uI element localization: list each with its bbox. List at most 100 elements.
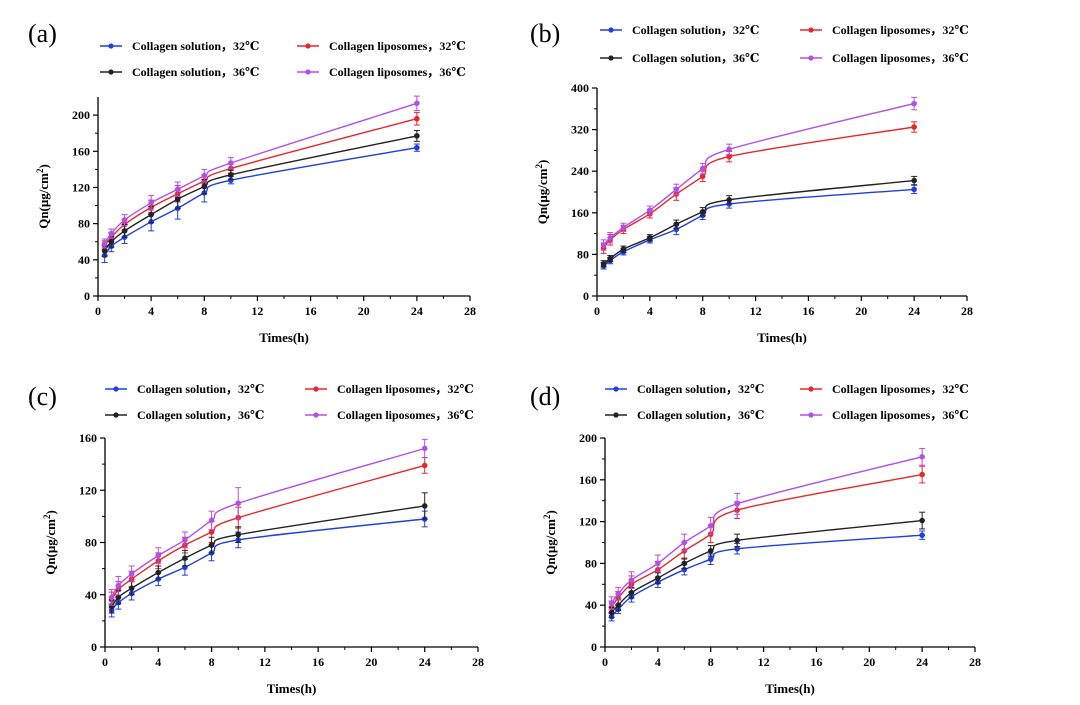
- series-line-sol32: [611, 534, 923, 618]
- data-point: [734, 545, 740, 552]
- data-point: [911, 124, 917, 130]
- series-sol36: [108, 492, 428, 614]
- x-tick-label: 8: [209, 655, 215, 669]
- data-point: [608, 609, 615, 616]
- y-axis-label-end: ): [36, 164, 51, 168]
- x-tick-label: 8: [700, 304, 706, 318]
- series-sol32: [108, 510, 428, 618]
- y-axis-label-end: ): [543, 510, 558, 514]
- chart-panel-3: (d) 0 4 8 12 16 20 24 28 0 40 80 120 160 200 Times(h) Qn…: [530, 382, 981, 696]
- legend-marker-3-3: [808, 412, 814, 418]
- legend-label-2-0: Collagen solution，32℃: [137, 382, 264, 396]
- data-point: [681, 560, 688, 567]
- y-tick-label: 320: [571, 123, 589, 137]
- y-tick-label: 40: [78, 253, 90, 267]
- data-point: [121, 217, 128, 223]
- data-point: [155, 552, 162, 559]
- y-tick-label: 0: [583, 289, 589, 303]
- y-tick-label: 160: [571, 206, 589, 220]
- y-tick-label: 80: [577, 247, 589, 261]
- data-point: [647, 207, 653, 213]
- legend-marker-2-1: [313, 386, 319, 392]
- legend-label-0-3: Collagen liposomes，36℃: [329, 65, 466, 79]
- legend-marker-1-1: [808, 27, 814, 33]
- y-axis-label-end: ): [43, 510, 58, 514]
- y-axis-label-sup: 2: [542, 514, 552, 519]
- data-point: [235, 500, 242, 507]
- x-tick-label: 20: [358, 304, 370, 318]
- y-tick-label: 160: [72, 144, 90, 158]
- data-point: [600, 242, 607, 248]
- data-point: [699, 173, 706, 180]
- data-point: [121, 228, 128, 234]
- chart-panel-2: (c) 0 4 8 12 16 20 24 28 0 40 80 120 160 Times(h) Qn(μg…: [28, 382, 484, 696]
- series-lip32: [101, 111, 420, 251]
- x-tick-label: 16: [802, 304, 814, 318]
- x-axis-label: Times(h): [259, 330, 309, 345]
- y-tick-label: 120: [79, 483, 97, 497]
- y-axis-label: Qn(μg/cm2): [542, 510, 558, 575]
- data-point: [600, 260, 607, 267]
- x-tick-label: 28: [464, 304, 476, 318]
- data-point: [101, 247, 108, 254]
- y-tick-label: 200: [72, 108, 90, 122]
- y-tick-label: 0: [84, 289, 90, 303]
- data-point: [148, 200, 154, 206]
- legend-label-2-1: Collagen liposomes，32℃: [337, 382, 474, 396]
- legend-marker-1-2: [608, 55, 614, 61]
- y-tick-label: 200: [579, 431, 597, 445]
- series-sol36: [101, 129, 420, 257]
- data-point: [421, 503, 428, 509]
- y-tick-label: 0: [91, 640, 97, 654]
- legend-label-1-3: Collagen liposomes，36℃: [832, 51, 969, 65]
- x-tick-label: 12: [259, 655, 271, 669]
- x-tick-label: 12: [758, 655, 770, 669]
- x-tick-label: 4: [655, 655, 661, 669]
- series-sol36: [600, 175, 918, 268]
- legend-marker-2-2: [113, 412, 119, 418]
- legend: Collagen solution，32℃ Collagen liposomes，…: [605, 382, 969, 422]
- data-point: [707, 522, 714, 529]
- series-line-sol36: [104, 135, 418, 252]
- legend-marker-0-2: [108, 69, 114, 75]
- data-point: [414, 115, 420, 122]
- data-point: [101, 240, 108, 247]
- y-tick-label: 40: [85, 588, 97, 602]
- data-point: [607, 255, 614, 262]
- legend-label-0-1: Collagen liposomes，32℃: [329, 39, 466, 53]
- x-tick-label: 0: [95, 304, 101, 318]
- x-tick-label: 0: [102, 655, 108, 669]
- y-axis-label: Qn(μg/cm2): [534, 160, 550, 225]
- legend: Collagen solution，32℃ Collagen liposomes，…: [600, 23, 969, 65]
- y-tick-label: 160: [579, 473, 597, 487]
- legend-marker-1-0: [608, 27, 614, 33]
- data-point: [911, 186, 917, 193]
- legend-label-3-1: Collagen liposomes，32℃: [832, 382, 969, 396]
- data-point: [608, 600, 615, 606]
- data-point: [620, 246, 627, 252]
- data-point: [655, 560, 661, 567]
- legend-marker-2-0: [113, 386, 119, 392]
- series-lip36: [101, 95, 420, 249]
- x-tick-label: 28: [969, 655, 981, 669]
- series-line-lip36: [603, 102, 915, 246]
- legend-marker-3-2: [613, 412, 619, 418]
- data-point: [414, 100, 420, 107]
- legend: Collagen solution，32℃ Collagen liposomes，…: [105, 382, 474, 422]
- y-tick-label: 80: [85, 536, 97, 550]
- data-point: [628, 577, 635, 583]
- x-tick-label: 8: [201, 304, 207, 318]
- x-tick-label: 16: [305, 304, 317, 318]
- x-tick-label: 16: [312, 655, 324, 669]
- data-point: [235, 531, 242, 538]
- data-point: [128, 571, 135, 577]
- y-tick-label: 80: [78, 217, 90, 231]
- series-line-sol32: [603, 188, 915, 267]
- data-point: [414, 144, 420, 151]
- data-point: [228, 171, 234, 178]
- data-point: [208, 529, 215, 535]
- data-point: [174, 196, 181, 203]
- data-point: [615, 602, 622, 608]
- data-point: [108, 230, 115, 237]
